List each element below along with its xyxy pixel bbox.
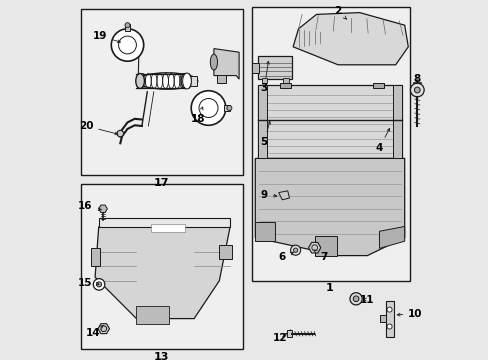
Circle shape <box>199 99 218 117</box>
Text: 11: 11 <box>359 294 373 305</box>
Polygon shape <box>255 158 404 256</box>
Circle shape <box>96 282 102 287</box>
Bar <box>224 105 230 111</box>
Text: 13: 13 <box>154 352 169 360</box>
Circle shape <box>290 245 300 255</box>
Text: 3: 3 <box>260 61 269 93</box>
Text: 17: 17 <box>154 178 169 188</box>
Bar <box>261 78 266 83</box>
Text: 6: 6 <box>278 252 293 262</box>
Bar <box>81 9 242 175</box>
Circle shape <box>111 29 143 61</box>
Circle shape <box>349 293 362 305</box>
Polygon shape <box>379 226 404 248</box>
Ellipse shape <box>210 54 217 70</box>
Bar <box>136 306 168 324</box>
Polygon shape <box>219 245 231 259</box>
Text: 19: 19 <box>93 31 120 42</box>
Circle shape <box>226 105 231 111</box>
Polygon shape <box>91 248 101 266</box>
Text: 14: 14 <box>86 325 103 338</box>
Circle shape <box>119 36 136 54</box>
Ellipse shape <box>136 73 197 89</box>
Bar <box>283 78 288 83</box>
Bar <box>217 75 226 83</box>
Text: 1: 1 <box>325 283 332 293</box>
Polygon shape <box>278 191 289 200</box>
Circle shape <box>386 307 391 312</box>
Bar <box>258 56 292 79</box>
Bar <box>124 24 130 31</box>
Polygon shape <box>95 227 230 319</box>
Bar <box>279 83 290 88</box>
Text: 15: 15 <box>78 278 99 288</box>
Bar <box>190 76 197 86</box>
Ellipse shape <box>136 73 144 89</box>
Polygon shape <box>98 324 109 334</box>
Circle shape <box>117 130 123 137</box>
Text: 9: 9 <box>260 190 276 200</box>
Text: 5: 5 <box>260 121 270 147</box>
Circle shape <box>386 324 391 329</box>
Ellipse shape <box>181 73 189 89</box>
Text: 4: 4 <box>375 129 389 153</box>
Polygon shape <box>258 85 266 158</box>
Polygon shape <box>99 205 107 212</box>
Circle shape <box>125 23 130 28</box>
Text: 2: 2 <box>334 6 346 19</box>
Polygon shape <box>314 236 337 256</box>
Bar <box>286 330 292 337</box>
Circle shape <box>293 248 297 252</box>
Bar <box>251 7 409 281</box>
Polygon shape <box>292 13 407 65</box>
Bar <box>81 184 242 349</box>
Polygon shape <box>255 222 275 241</box>
Circle shape <box>409 83 423 97</box>
Text: 10: 10 <box>396 309 422 319</box>
Ellipse shape <box>183 73 191 89</box>
Bar <box>373 83 384 88</box>
Bar <box>251 63 258 73</box>
Circle shape <box>352 296 358 302</box>
Circle shape <box>413 87 419 93</box>
Bar <box>380 315 385 322</box>
Polygon shape <box>99 218 230 227</box>
Circle shape <box>93 279 104 290</box>
Polygon shape <box>308 242 320 253</box>
Polygon shape <box>392 85 401 158</box>
Bar <box>385 301 393 337</box>
Text: 20: 20 <box>79 121 118 135</box>
Text: 16: 16 <box>78 201 101 211</box>
Text: 7: 7 <box>313 250 327 262</box>
Bar <box>258 85 401 158</box>
Polygon shape <box>213 49 239 79</box>
Circle shape <box>191 91 225 125</box>
Bar <box>151 224 185 232</box>
Text: 18: 18 <box>190 107 204 124</box>
Text: 12: 12 <box>273 333 287 343</box>
Text: 8: 8 <box>412 74 419 84</box>
